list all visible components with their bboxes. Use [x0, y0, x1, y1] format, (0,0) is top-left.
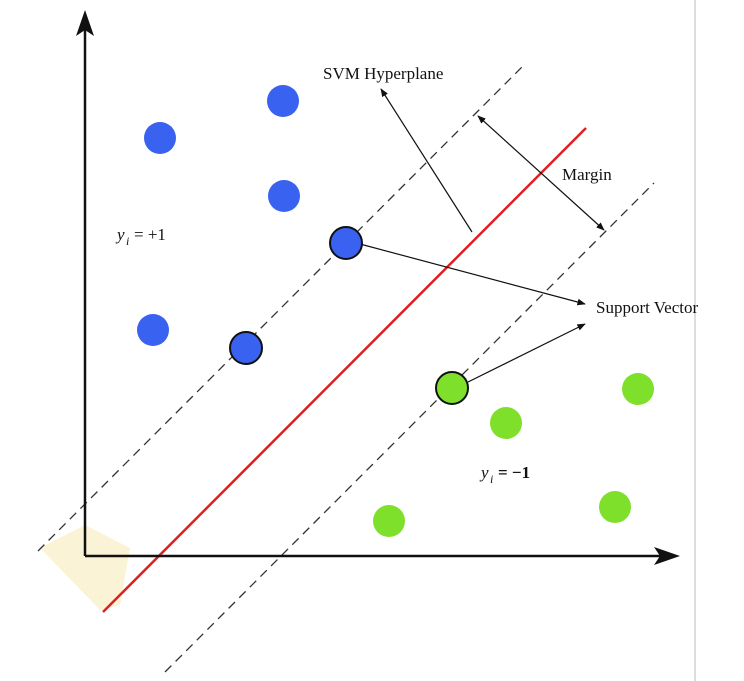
class-negative-var: y	[479, 463, 489, 482]
negative-point	[622, 373, 654, 405]
margin-line-upper	[37, 66, 523, 552]
support-vector-label: Support Vector	[596, 298, 698, 317]
class-negative-label: y i = −1	[479, 463, 530, 486]
class-positive-label: y i = +1	[115, 225, 166, 248]
class-negative-value: = −1	[498, 463, 530, 482]
class-positive-value: = +1	[134, 225, 166, 244]
positive-support-vector	[329, 226, 363, 260]
negative-point	[490, 407, 522, 439]
class-positive-sub: i	[126, 234, 129, 248]
svm-hyperplane-line	[102, 127, 587, 613]
positive-point	[268, 180, 300, 212]
support-vector-pointer-blue	[359, 243, 586, 306]
hyperplane-pointer	[380, 88, 473, 233]
class-negative-sub: i	[490, 472, 493, 486]
support-vector-pointer-green	[467, 323, 586, 383]
origin-shade	[40, 525, 130, 610]
negative-support-vector	[435, 371, 469, 405]
margin-pointer	[477, 115, 605, 231]
margin-label: Margin	[562, 165, 612, 184]
negative-point	[599, 491, 631, 523]
positive-point	[144, 122, 176, 154]
positive-support-vector	[229, 331, 263, 365]
hyperplane-label: SVM Hyperplane	[323, 64, 443, 83]
y-axis-arrowhead-icon	[76, 10, 94, 36]
class-positive-var: y	[115, 225, 125, 244]
margin-line-lower	[164, 182, 655, 673]
positive-point	[267, 85, 299, 117]
x-axis-arrowhead-icon	[654, 547, 680, 565]
negative-point	[373, 505, 405, 537]
positive-point	[137, 314, 169, 346]
